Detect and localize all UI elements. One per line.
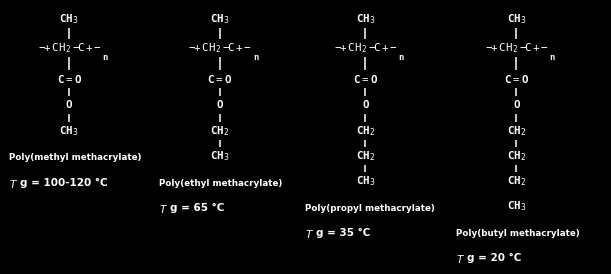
Text: n: n: [102, 53, 108, 62]
Text: C$\mathtt{=}$O: C$\mathtt{=}$O: [503, 73, 529, 85]
Text: n: n: [398, 53, 404, 62]
Text: $\mathtt{-\!\!+CH_2-\!\!C+\!\!-}$: $\mathtt{-\!\!+CH_2-\!\!C+\!\!-}$: [334, 41, 397, 55]
Text: CH$_3$: CH$_3$: [210, 149, 229, 163]
Text: CH$_3$: CH$_3$: [507, 12, 526, 25]
Text: $\mathtt{-\!\!+CH_2-\!\!C+\!\!-}$: $\mathtt{-\!\!+CH_2-\!\!C+\!\!-}$: [38, 41, 101, 55]
Text: C$\mathtt{=}$O: C$\mathtt{=}$O: [207, 73, 232, 85]
Text: g = 20 °C: g = 20 °C: [467, 253, 521, 263]
Text: $\mathtt{-\!\!+CH_2-\!\!C+\!\!-}$: $\mathtt{-\!\!+CH_2-\!\!C+\!\!-}$: [188, 41, 251, 55]
Text: O: O: [362, 100, 368, 110]
Text: $\mathit{T}$: $\mathit{T}$: [305, 228, 314, 240]
Text: CH$_3$: CH$_3$: [356, 175, 375, 188]
Text: g = 65 °C: g = 65 °C: [170, 203, 225, 213]
Text: CH$_2$: CH$_2$: [210, 124, 229, 138]
Text: O: O: [216, 100, 223, 110]
Text: CH$_2$: CH$_2$: [356, 149, 375, 163]
Text: C$\mathtt{=}$O: C$\mathtt{=}$O: [353, 73, 378, 85]
Text: CH$_3$: CH$_3$: [356, 12, 375, 25]
Text: $\mathtt{-\!\!+CH_2-\!\!C+\!\!-}$: $\mathtt{-\!\!+CH_2-\!\!C+\!\!-}$: [485, 41, 548, 55]
Text: n: n: [253, 53, 258, 62]
Text: O: O: [66, 100, 73, 110]
Text: Poly(methyl methacrylate): Poly(methyl methacrylate): [9, 153, 142, 162]
Text: n: n: [549, 53, 555, 62]
Text: $\mathit{T}$: $\mathit{T}$: [159, 203, 169, 215]
Text: CH$_2$: CH$_2$: [507, 124, 526, 138]
Text: O: O: [513, 100, 519, 110]
Text: CH$_2$: CH$_2$: [507, 149, 526, 163]
Text: $\mathit{T}$: $\mathit{T}$: [9, 178, 18, 190]
Text: g = 100-120 °C: g = 100-120 °C: [20, 178, 108, 188]
Text: Poly(butyl methacrylate): Poly(butyl methacrylate): [456, 229, 580, 238]
Text: $\mathit{T}$: $\mathit{T}$: [456, 253, 465, 265]
Text: CH$_3$: CH$_3$: [507, 200, 526, 213]
Text: CH$_2$: CH$_2$: [356, 124, 375, 138]
Text: CH$_3$: CH$_3$: [59, 12, 79, 25]
Text: CH$_3$: CH$_3$: [210, 12, 229, 25]
Text: Poly(propyl methacrylate): Poly(propyl methacrylate): [305, 204, 435, 213]
Text: C$\mathtt{=}$O: C$\mathtt{=}$O: [56, 73, 82, 85]
Text: CH$_2$: CH$_2$: [507, 175, 526, 188]
Text: Poly(ethyl methacrylate): Poly(ethyl methacrylate): [159, 179, 283, 188]
Text: CH$_3$: CH$_3$: [59, 124, 79, 138]
Text: g = 35 °C: g = 35 °C: [316, 228, 370, 238]
